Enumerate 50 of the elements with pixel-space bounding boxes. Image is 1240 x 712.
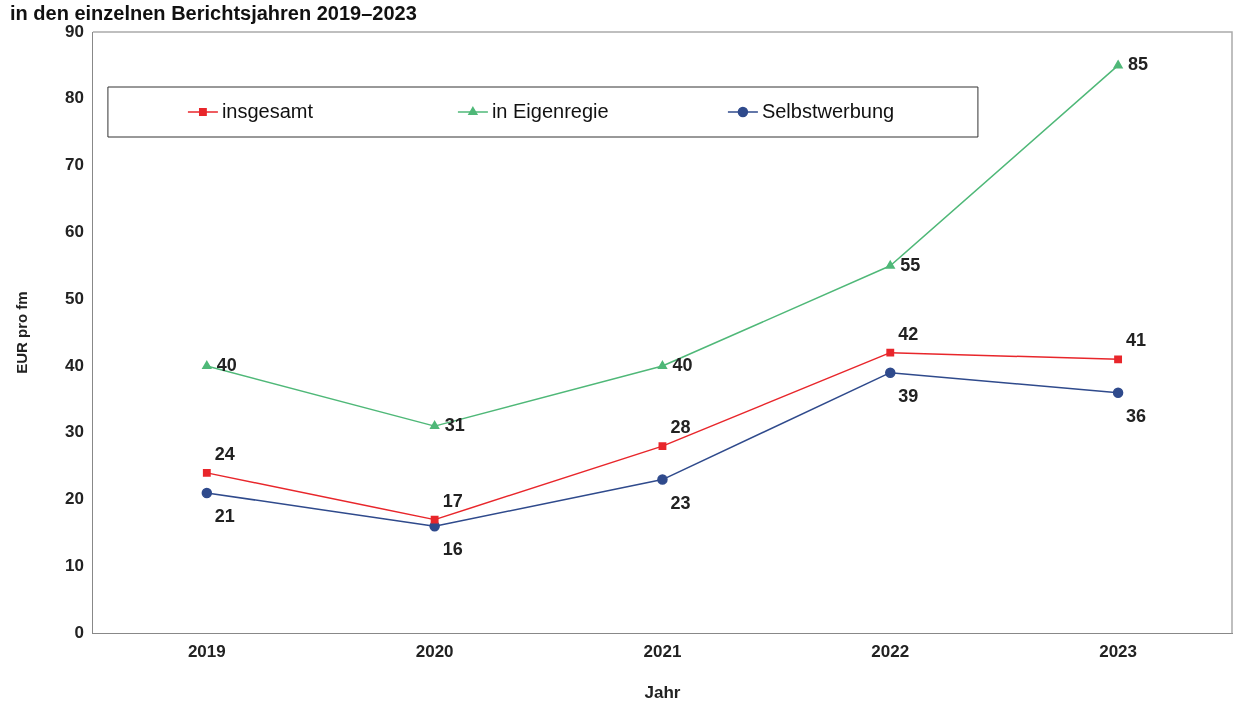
x-tick-label: 2023 [1099,642,1138,662]
y-tick-label: 0 [74,622,84,642]
y-tick-label: 90 [64,21,84,41]
legend-label: Selbstwerbung [761,99,895,122]
point [1112,387,1124,398]
data-label: 17 [442,490,463,511]
legend-label: insgesamt [221,99,314,122]
y-tick-label: 50 [64,288,84,308]
point [202,468,211,477]
data-label: 85 [1128,54,1149,75]
y-axis-title: EUR pro fm [13,291,31,374]
y-tick-label: 10 [64,556,84,576]
point [657,360,668,369]
data-label: 42 [898,323,919,344]
data-label: 16 [442,539,463,560]
legend-label: in Eigenregie [491,99,609,122]
data-label: 40 [216,354,237,375]
data-label: 40 [672,354,693,375]
y-tick-label: 40 [64,355,84,375]
data-label: 55 [900,254,921,275]
x-tick-label: 2020 [415,642,454,662]
point [885,367,896,378]
point [201,487,213,499]
data-label: 31 [444,415,465,436]
point [658,442,667,451]
x-tick-label: 2022 [871,642,910,662]
data-label: 24 [214,443,235,464]
x-tick-label: 2019 [187,642,226,662]
data-label: 28 [670,417,691,438]
y-tick-label: 70 [64,155,84,175]
point [1113,60,1123,69]
y-tick-label: 20 [64,489,84,509]
chart-title: in den einzelnen Berichtsjahren 2019–2023 [10,1,417,24]
data-label: 36 [1126,405,1147,426]
point [430,515,439,524]
point [886,348,895,357]
x-axis-title: Jahr [644,683,681,703]
point [1114,355,1123,364]
y-tick-label: 60 [64,222,84,242]
data-label: 23 [670,492,691,513]
point [202,360,212,369]
data-label: 39 [898,385,919,406]
y-tick-label: 30 [64,422,84,442]
y-tick-label: 80 [64,88,84,108]
data-label: 21 [214,505,235,526]
x-tick-label: 2021 [643,642,682,662]
point [885,260,895,269]
data-label: 41 [1126,330,1147,351]
point [657,474,668,485]
point [429,420,440,430]
